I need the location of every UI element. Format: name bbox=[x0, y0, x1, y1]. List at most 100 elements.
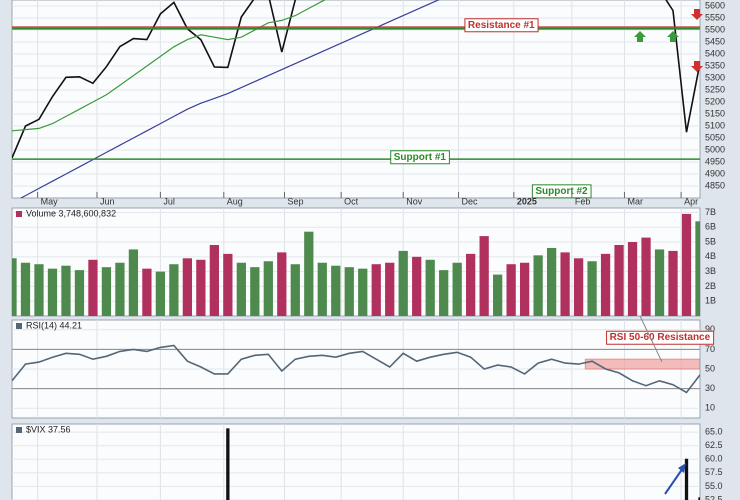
bar bbox=[479, 236, 489, 316]
annotation-box bbox=[531, 184, 592, 199]
bar bbox=[371, 264, 381, 316]
plot-area bbox=[12, 208, 700, 316]
bar bbox=[142, 268, 152, 316]
y-tick-label: 70 bbox=[705, 344, 715, 354]
arrow-icon bbox=[634, 31, 646, 42]
panel-title: RSI(14) 44.21 bbox=[26, 320, 82, 330]
panel-title: $VIX 37.56 bbox=[26, 424, 71, 434]
bar bbox=[88, 259, 98, 316]
y-tick-label: 6B bbox=[705, 222, 716, 232]
bar bbox=[600, 253, 611, 316]
bar bbox=[587, 261, 597, 316]
panel bbox=[11, 0, 701, 199]
annotation-box bbox=[464, 18, 539, 33]
y-tick-label: 62.5 bbox=[705, 440, 723, 450]
bar bbox=[412, 256, 422, 316]
annotation-box bbox=[390, 150, 450, 165]
x-tick-label: Jun bbox=[100, 196, 115, 206]
bar bbox=[425, 259, 435, 316]
bar bbox=[304, 231, 314, 316]
bar bbox=[290, 264, 300, 316]
bar bbox=[61, 265, 71, 316]
annotation: RSI 50-60 Resistance bbox=[610, 332, 711, 343]
x-tick-label: Mar bbox=[627, 196, 643, 206]
x-tick-label: Nov bbox=[406, 196, 423, 206]
x-tick-label: Oct bbox=[344, 196, 359, 206]
y-tick-label: 50 bbox=[705, 363, 715, 373]
title-icon bbox=[16, 427, 22, 433]
bar bbox=[277, 252, 287, 316]
x-tick-label: 2025 bbox=[517, 196, 537, 206]
bar bbox=[155, 271, 166, 316]
bar bbox=[398, 250, 408, 316]
arrow-icon bbox=[691, 61, 703, 72]
bar bbox=[47, 268, 58, 316]
bar bbox=[519, 262, 530, 316]
x-tick-label: May bbox=[41, 196, 59, 206]
series-line bbox=[12, 344, 700, 394]
y-tick-label: 4B bbox=[705, 251, 716, 261]
bar bbox=[115, 262, 125, 316]
y-tick-label: 5400 bbox=[705, 48, 725, 58]
arrow-head bbox=[678, 463, 686, 473]
arrow-line bbox=[664, 467, 684, 495]
bar bbox=[344, 267, 354, 316]
pointer-line bbox=[639, 315, 663, 363]
panel bbox=[11, 423, 701, 500]
annotation: Support #2 bbox=[535, 186, 588, 197]
bar bbox=[20, 262, 31, 316]
panel bbox=[11, 207, 701, 317]
y-tick-label: 90 bbox=[705, 324, 715, 334]
bar bbox=[12, 258, 17, 316]
bar bbox=[317, 262, 327, 316]
bar bbox=[698, 497, 700, 500]
y-tick-label: 30 bbox=[705, 383, 715, 393]
y-tick-label: 52.5 bbox=[705, 494, 723, 500]
series-line bbox=[19, 0, 440, 198]
series-line bbox=[12, 0, 700, 159]
bar bbox=[101, 267, 112, 316]
y-tick-label: 3B bbox=[705, 266, 716, 276]
bar bbox=[236, 262, 246, 316]
series-line bbox=[12, 0, 326, 132]
bar bbox=[684, 458, 689, 500]
bar bbox=[34, 264, 44, 316]
y-tick-label: 5450 bbox=[705, 36, 725, 46]
y-tick-label: 55.0 bbox=[705, 481, 723, 491]
bar bbox=[439, 270, 449, 316]
y-tick-label: 65.0 bbox=[705, 427, 723, 437]
y-tick-label: 4900 bbox=[705, 168, 725, 178]
bar bbox=[466, 253, 476, 316]
bar bbox=[182, 258, 193, 316]
y-tick-label: 5500 bbox=[705, 24, 725, 34]
y-tick-label: 4950 bbox=[705, 156, 725, 166]
bar bbox=[385, 262, 395, 316]
title-icon bbox=[16, 211, 22, 217]
bar bbox=[196, 259, 206, 316]
x-tick-label: Jul bbox=[163, 196, 175, 206]
panel-title: Volume 3,748,600,832 bbox=[26, 208, 116, 218]
y-tick-label: 5550 bbox=[705, 12, 725, 22]
bar bbox=[681, 213, 692, 316]
bar bbox=[263, 261, 273, 316]
title-icon bbox=[16, 323, 22, 329]
bar bbox=[250, 267, 260, 316]
annotation: Support #1 bbox=[394, 152, 447, 163]
bar bbox=[627, 242, 638, 316]
y-tick-label: 60.0 bbox=[705, 454, 723, 464]
y-tick-label: 5000 bbox=[705, 144, 725, 154]
bar bbox=[223, 253, 233, 316]
bar bbox=[654, 249, 665, 316]
y-tick-label: 10 bbox=[705, 403, 715, 413]
y-tick-label: 1B bbox=[705, 296, 716, 306]
x-tick-label: Aug bbox=[227, 196, 243, 206]
y-tick-label: 5200 bbox=[705, 96, 725, 106]
bar bbox=[546, 247, 557, 316]
x-tick-label: Feb bbox=[575, 196, 591, 206]
y-tick-label: 5050 bbox=[705, 132, 725, 142]
bar bbox=[209, 244, 219, 316]
bar bbox=[493, 274, 503, 316]
bar bbox=[358, 268, 368, 316]
y-tick-label: 5250 bbox=[705, 84, 725, 94]
